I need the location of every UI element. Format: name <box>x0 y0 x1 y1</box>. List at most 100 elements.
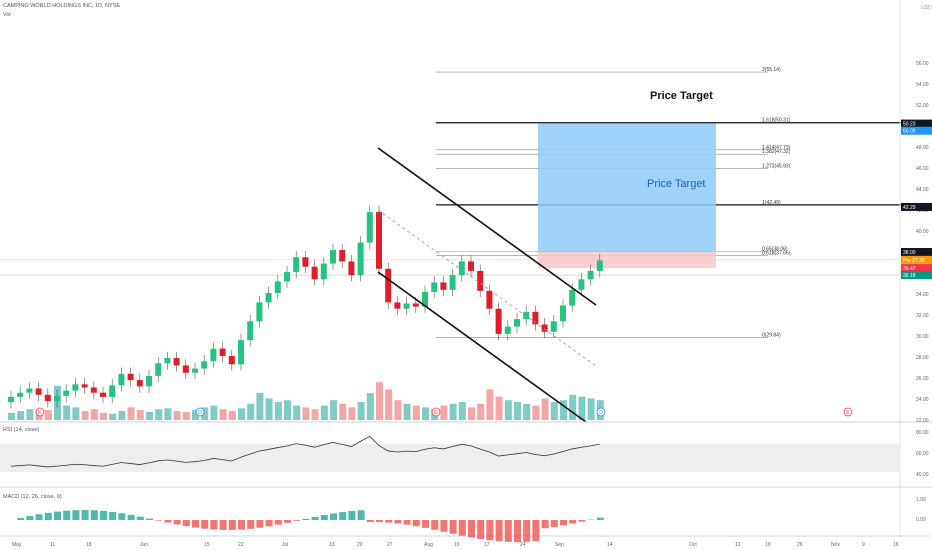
event-marker-label: E <box>846 410 850 416</box>
macd-hist-bar <box>569 520 577 524</box>
macd-hist-bar <box>596 517 604 520</box>
channel-lower-line <box>377 271 587 423</box>
candle-body <box>256 302 263 322</box>
volume-bar <box>458 402 466 420</box>
time-axis-label: 10 <box>454 542 460 548</box>
time-axis-label: 20 <box>357 542 363 548</box>
volume-bar <box>155 409 163 420</box>
event-marker <box>35 407 45 417</box>
price-tick-label: 48.00 <box>916 145 929 151</box>
price-tag-label: 38.00 <box>903 250 916 256</box>
volume-bar <box>81 411 89 420</box>
event-marker-label: D <box>198 410 202 416</box>
volume-bar <box>578 396 586 420</box>
macd-hist-bar <box>495 520 503 542</box>
candle-body <box>182 365 189 373</box>
candle-body <box>192 368 198 373</box>
candle-body <box>90 387 97 393</box>
price-target-upper-label: Price Target <box>650 90 713 102</box>
macd-hist-bar <box>394 520 402 524</box>
volume-bar <box>486 389 494 420</box>
volume-bar <box>44 410 52 420</box>
rsi-label: RSI (14, close) <box>3 427 40 433</box>
price-tick-label: 30.00 <box>916 334 929 340</box>
macd-hist-bar <box>431 520 439 530</box>
macd-hist-bar <box>412 520 420 527</box>
volume-bar <box>514 402 521 420</box>
macd-hist-bar <box>458 520 466 536</box>
price-tick-label: 22.00 <box>916 418 929 424</box>
time-axis-label: 12 <box>735 542 741 548</box>
macd-hist-bar <box>523 520 531 542</box>
time-axis-label: May <box>12 542 22 548</box>
candle-body <box>569 289 576 306</box>
macd-hist-bar <box>504 520 512 542</box>
time-axis-label: 16 <box>893 542 899 548</box>
macd-hist-bar <box>440 520 448 532</box>
candle-body <box>228 355 235 365</box>
price-tag-label: 50.00 <box>903 129 916 135</box>
volume-bar <box>412 405 420 420</box>
volume-bar <box>569 394 577 420</box>
candle-body <box>109 385 116 397</box>
macd-hist-bar <box>228 520 236 530</box>
price-target-lower-label: Price Target <box>647 178 706 190</box>
candle-body <box>72 384 79 391</box>
macd-hist-bar <box>339 512 347 520</box>
time-axis-label: 9 <box>862 542 865 548</box>
time-axis-label: Jul <box>282 542 288 548</box>
price-tag-label: Pre 37.25 <box>903 258 925 264</box>
volume-bar <box>63 405 71 420</box>
macd-hist-bar <box>81 510 89 520</box>
macd-hist-bar <box>320 515 328 520</box>
volume-bar <box>587 398 595 420</box>
macd-hist-bar <box>330 513 337 520</box>
volume-bar <box>532 405 540 420</box>
rsi-tick-label: 40.00 <box>916 472 929 478</box>
macd-hist-bar <box>210 520 218 530</box>
candle-body <box>504 326 511 334</box>
candle-body <box>394 302 401 309</box>
time-axis-label: 15 <box>204 542 210 548</box>
macd-hist-bar <box>127 514 135 520</box>
macd-hist-bar <box>90 510 98 520</box>
volume-bar <box>541 398 549 420</box>
price-tick-label: 42.00 <box>916 208 929 214</box>
time-axis-label: 26 <box>797 542 803 548</box>
macd-hist-bar <box>532 520 540 542</box>
event-marker <box>596 407 606 417</box>
macd-hist-bar <box>164 520 172 523</box>
macd-hist-bar <box>348 511 356 520</box>
volume-bar <box>164 408 172 420</box>
price-tick-label: 40.00 <box>916 229 929 235</box>
target-zone-box <box>538 123 716 253</box>
macd-hist-bar <box>146 518 153 520</box>
candle-body <box>155 363 162 376</box>
macd-hist-bar <box>385 520 393 523</box>
fib-level-label: 0.618(37.66) <box>762 251 791 257</box>
price-tag-label: 36.47 <box>903 266 916 272</box>
volume-bar <box>90 409 98 420</box>
macd-hist-bar <box>376 520 383 523</box>
candle-body <box>495 308 502 334</box>
volume-bar <box>219 409 227 420</box>
time-axis-label: 22 <box>238 542 244 548</box>
price-tag-label: 36.18 <box>903 273 916 279</box>
volume-bar <box>468 407 475 420</box>
candle-body <box>587 270 594 280</box>
candle-body <box>366 212 373 243</box>
volume-bar <box>247 403 255 420</box>
price-tick-label: 56.00 <box>916 61 929 67</box>
price-tick-label: 34.00 <box>916 292 929 298</box>
time-axis-label: 14 <box>607 542 613 548</box>
macd-hist-bar <box>514 520 521 542</box>
price-tag-box <box>901 264 932 273</box>
macd-hist-bar <box>54 511 61 520</box>
candle-body <box>81 384 88 388</box>
candle-body <box>412 303 419 307</box>
candle-body <box>127 373 134 381</box>
candle-body <box>578 279 585 290</box>
candle-body <box>26 388 33 393</box>
macd-hist-bar <box>578 520 586 522</box>
